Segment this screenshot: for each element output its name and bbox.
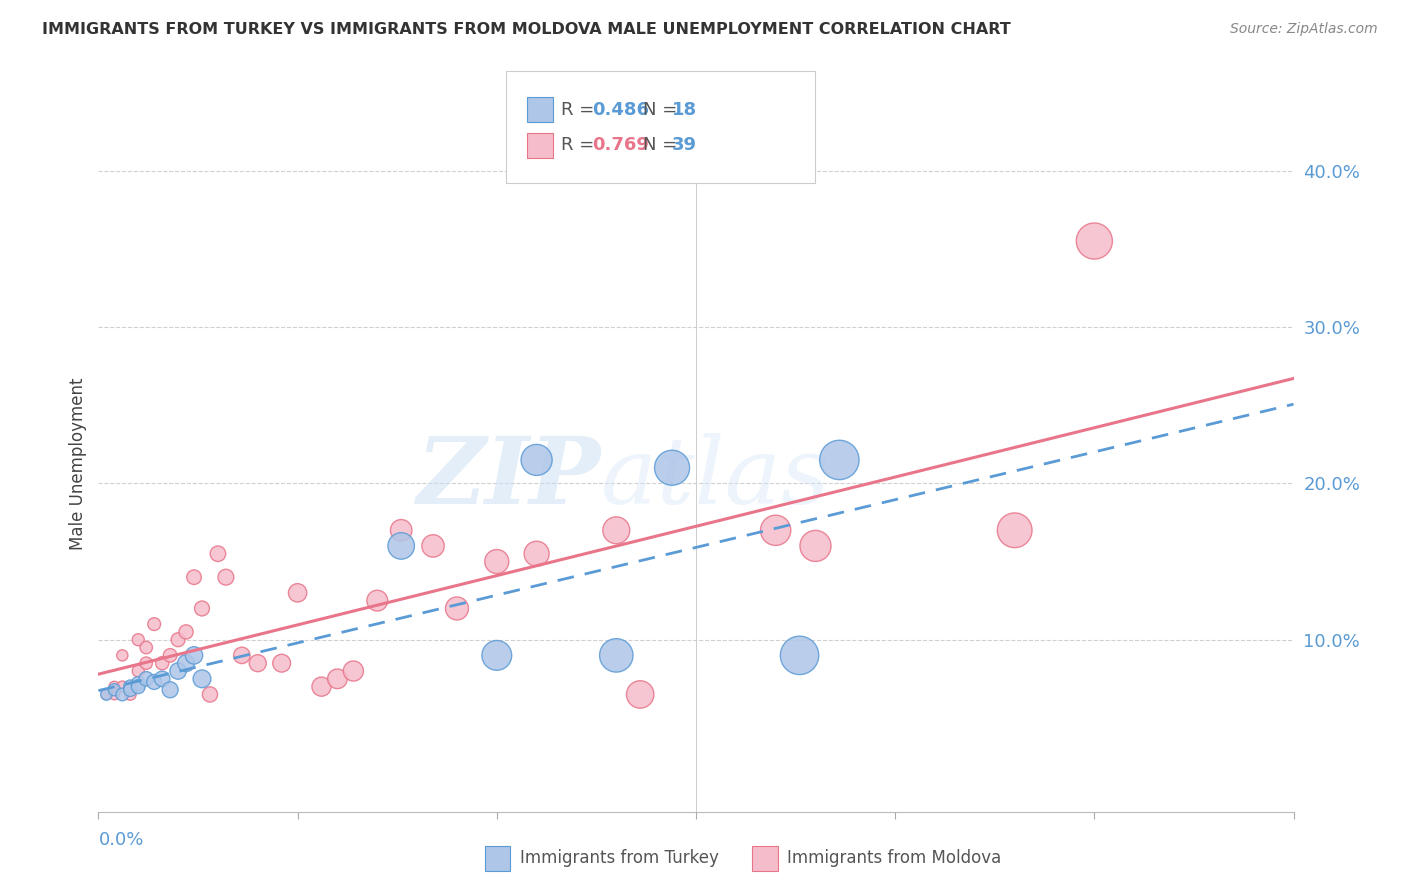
- Text: 18: 18: [672, 101, 697, 119]
- Text: 0.0%: 0.0%: [98, 831, 143, 849]
- Text: 0.769: 0.769: [592, 136, 648, 154]
- Point: [326, 672, 349, 686]
- Point: [789, 648, 811, 663]
- Point: [215, 570, 238, 584]
- Text: 0.486: 0.486: [592, 101, 650, 119]
- Point: [96, 688, 118, 702]
- Point: [191, 672, 214, 686]
- Point: [422, 539, 444, 553]
- Point: [127, 680, 149, 694]
- Point: [661, 460, 683, 475]
- Point: [342, 664, 364, 678]
- Point: [111, 648, 134, 663]
- Point: [198, 688, 221, 702]
- Point: [183, 648, 205, 663]
- Point: [485, 555, 508, 569]
- Point: [103, 688, 125, 702]
- Point: [804, 539, 827, 553]
- Text: N =: N =: [643, 101, 682, 119]
- Text: R =: R =: [561, 101, 600, 119]
- Point: [135, 656, 157, 670]
- Point: [628, 688, 651, 702]
- Point: [174, 656, 197, 670]
- Point: [120, 680, 142, 694]
- Point: [96, 688, 118, 702]
- Point: [828, 453, 851, 467]
- Point: [311, 680, 333, 694]
- Point: [446, 601, 468, 615]
- Point: [120, 688, 142, 702]
- Point: [526, 547, 548, 561]
- Point: [231, 648, 253, 663]
- Point: [135, 640, 157, 655]
- Text: Immigrants from Turkey: Immigrants from Turkey: [520, 849, 718, 867]
- Point: [127, 676, 149, 690]
- Point: [167, 632, 190, 647]
- Point: [135, 672, 157, 686]
- Point: [389, 523, 412, 537]
- Text: atlas: atlas: [600, 433, 830, 523]
- Point: [150, 656, 173, 670]
- Text: R =: R =: [561, 136, 600, 154]
- Point: [143, 675, 166, 690]
- Point: [605, 648, 627, 663]
- Point: [366, 593, 388, 607]
- Point: [1004, 523, 1026, 537]
- Point: [287, 586, 309, 600]
- Point: [183, 570, 205, 584]
- Point: [174, 624, 197, 639]
- Point: [246, 656, 269, 670]
- Point: [485, 648, 508, 663]
- Point: [159, 682, 181, 697]
- Point: [159, 648, 181, 663]
- Point: [111, 680, 134, 694]
- Point: [526, 453, 548, 467]
- Text: ZIP: ZIP: [416, 433, 600, 523]
- Point: [389, 539, 412, 553]
- Point: [103, 680, 125, 694]
- Point: [191, 601, 214, 615]
- Point: [1083, 234, 1105, 248]
- Point: [765, 523, 787, 537]
- Point: [207, 547, 229, 561]
- Text: Immigrants from Moldova: Immigrants from Moldova: [787, 849, 1001, 867]
- Point: [143, 617, 166, 632]
- Text: Source: ZipAtlas.com: Source: ZipAtlas.com: [1230, 22, 1378, 37]
- Point: [111, 688, 134, 702]
- Point: [103, 682, 125, 697]
- Point: [127, 632, 149, 647]
- Y-axis label: Male Unemployment: Male Unemployment: [69, 377, 87, 550]
- Text: N =: N =: [643, 136, 682, 154]
- Point: [270, 656, 292, 670]
- Point: [127, 664, 149, 678]
- Point: [150, 672, 173, 686]
- Point: [167, 664, 190, 678]
- Text: 39: 39: [672, 136, 697, 154]
- Point: [120, 682, 142, 697]
- Text: IMMIGRANTS FROM TURKEY VS IMMIGRANTS FROM MOLDOVA MALE UNEMPLOYMENT CORRELATION : IMMIGRANTS FROM TURKEY VS IMMIGRANTS FRO…: [42, 22, 1011, 37]
- Point: [605, 523, 627, 537]
